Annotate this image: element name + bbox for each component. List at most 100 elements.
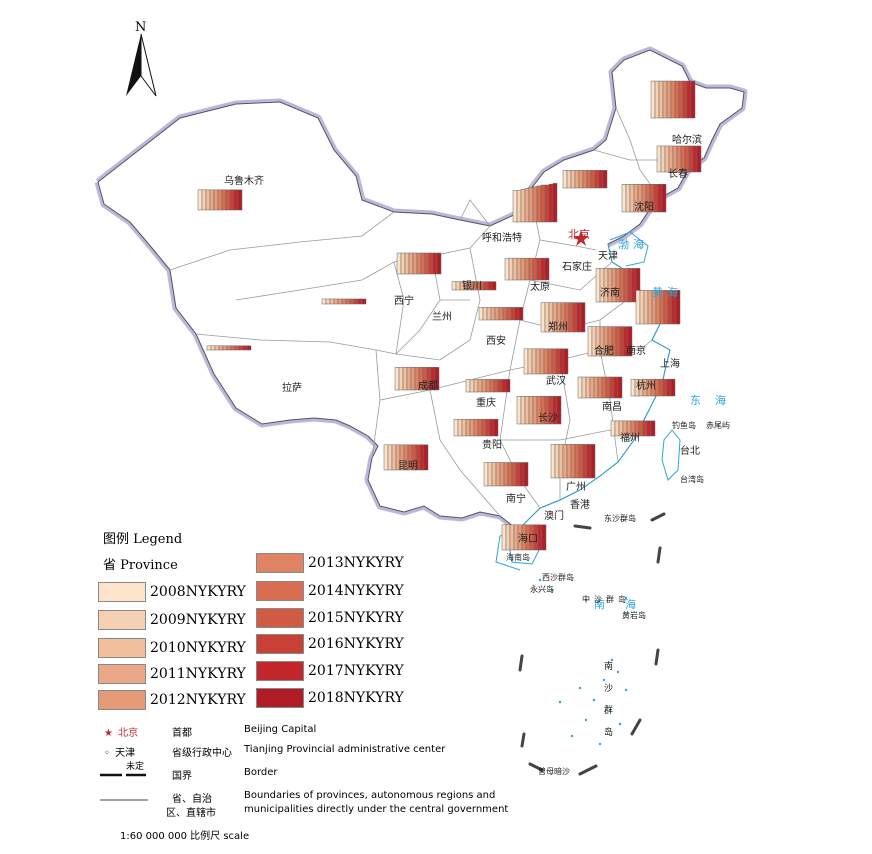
province-bar <box>657 184 663 213</box>
province-bar <box>578 444 584 479</box>
province-bar-group <box>451 281 497 291</box>
legend-label: 2016NYKYRY <box>308 636 404 652</box>
province-bar-group <box>453 418 499 437</box>
city-jinan: 济南 <box>600 288 620 299</box>
province-bar <box>531 348 537 375</box>
province-bar <box>404 252 410 275</box>
province-bar-group <box>550 444 596 479</box>
province-bar-group <box>504 257 550 281</box>
province-bar <box>357 298 363 305</box>
province-bar <box>508 257 514 281</box>
north-arrow: N <box>122 20 162 100</box>
province-bar <box>568 302 574 333</box>
province-bar-group <box>650 80 696 119</box>
province-bar <box>520 188 526 223</box>
province-bar <box>539 348 545 375</box>
province-bar <box>627 326 633 357</box>
city-beijing: 北京 <box>568 228 590 241</box>
province-bar <box>532 396 538 425</box>
city-xining: 西宁 <box>394 296 414 307</box>
province-bar <box>660 145 666 173</box>
province-bar <box>491 281 497 291</box>
legend-swatch <box>98 582 146 602</box>
province-bar <box>519 462 525 487</box>
province-bar <box>420 252 426 275</box>
province-bar <box>554 444 560 479</box>
legend-swatch <box>256 608 304 628</box>
legend-label: 2008NYKYRY <box>150 584 246 600</box>
provincial-legend-name: 天津 <box>115 748 136 759</box>
province-bar <box>544 257 550 281</box>
city-guangzhou: 广州 <box>566 482 586 493</box>
legend-subtitle: 省 Province <box>103 558 178 573</box>
legend-provincial: ◦ 天津 省级行政中心 Tianjing Provincial administ… <box>104 744 445 759</box>
sea-bohai: 渤海 <box>618 238 648 251</box>
taiwan-island <box>661 429 681 481</box>
province-bar <box>590 170 596 189</box>
province-bar-group <box>577 376 623 399</box>
province-bar <box>524 188 530 223</box>
province-bar <box>246 345 252 351</box>
province-bar <box>325 298 331 305</box>
province-bar <box>209 189 215 211</box>
legend-border: 未定 国界 Border <box>100 762 480 785</box>
province-bar <box>523 348 529 375</box>
province-bar-group <box>516 396 562 425</box>
province-bar <box>410 367 416 391</box>
province-bar <box>495 462 501 487</box>
city-taipei: 台北 <box>680 446 700 457</box>
province-bar <box>489 418 495 437</box>
legend-label: 2012NYKYRY <box>150 692 246 708</box>
province-bar <box>532 186 538 223</box>
province-bar <box>505 524 511 551</box>
province-bar <box>205 189 211 211</box>
province-bar <box>602 170 608 189</box>
province-bar <box>562 444 568 479</box>
province-bar <box>510 307 516 321</box>
province-bar <box>540 257 546 281</box>
city-urumqi: 乌鲁木齐 <box>224 176 264 187</box>
province-bar <box>457 418 463 437</box>
province-bar <box>469 379 475 393</box>
province-bar <box>423 444 429 471</box>
province-bar <box>615 326 621 357</box>
city-changsha: 长沙 <box>538 413 558 424</box>
province-bar <box>461 418 467 437</box>
province-bar <box>558 444 564 479</box>
province-bar <box>434 367 440 391</box>
border-line-icon <box>100 773 146 777</box>
province-bar-group <box>465 379 511 393</box>
province-boundary-en-1: Boundaries of provinces, autonomous regi… <box>244 790 496 801</box>
province-bar <box>507 462 513 487</box>
border-legend-en: Border <box>244 767 278 778</box>
province-bar <box>477 418 483 437</box>
province-bar <box>621 184 627 213</box>
province-boundary-line-icon <box>100 799 148 801</box>
province-bar <box>658 80 664 119</box>
province-bar <box>576 302 582 333</box>
legend-label: 2018NYKYRY <box>308 690 404 706</box>
province-bar <box>387 444 393 471</box>
province-bar <box>229 189 235 211</box>
province-bar <box>537 524 543 551</box>
province-bar <box>514 307 520 321</box>
province-bar-group <box>540 302 586 333</box>
province-bar <box>349 298 355 305</box>
city-nanning: 南宁 <box>506 494 526 505</box>
province-bar <box>503 462 509 487</box>
province-bar <box>483 281 489 291</box>
province-bar <box>222 345 228 351</box>
province-bar <box>361 298 367 305</box>
province-bar-group <box>610 420 656 437</box>
province-bar <box>481 418 487 437</box>
province-bar <box>527 348 533 375</box>
city-hohhot: 呼和浩特 <box>482 233 522 244</box>
province-bar <box>610 420 616 437</box>
province-bar <box>646 420 652 437</box>
province-bar <box>548 183 554 223</box>
province-bar <box>682 80 688 119</box>
province-bar <box>528 187 534 223</box>
province-bar <box>585 376 591 399</box>
city-hefei: 合肥 <box>594 346 614 357</box>
legend-swatch <box>98 610 146 630</box>
